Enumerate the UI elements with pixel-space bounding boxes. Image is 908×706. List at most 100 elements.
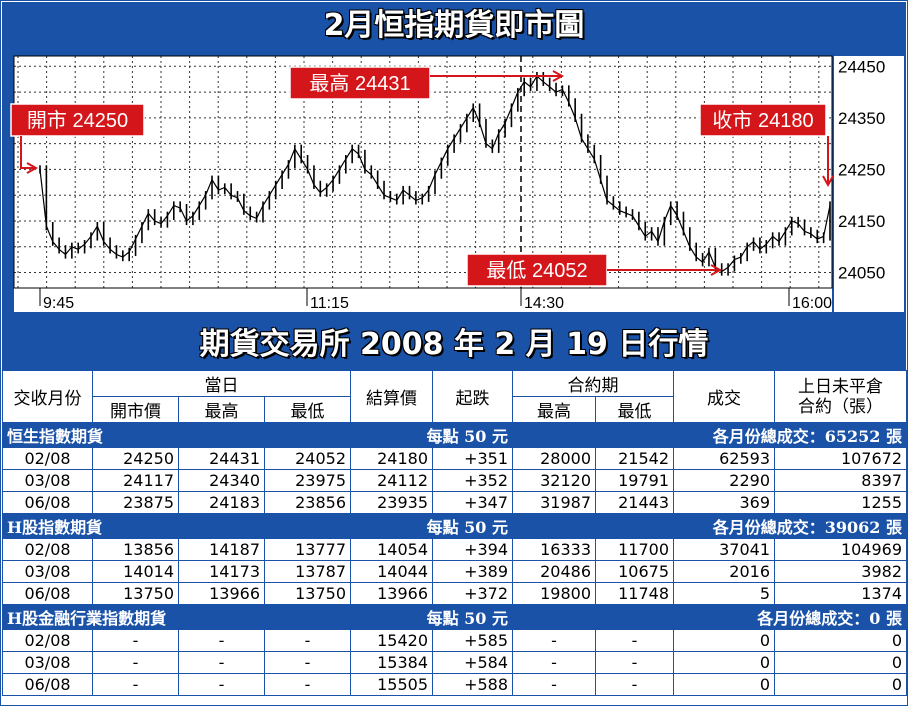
y-tick-label: 24150 [838,212,885,231]
value-cell: 13777 [263,538,352,561]
value-cell: 23935 [350,491,434,514]
value-cell: 0 [774,629,908,652]
value-cell: 14014 [92,560,179,583]
value-cell: - [595,629,675,652]
y-tick-label: 24250 [838,160,885,179]
callout-high-arrow [430,70,565,82]
callout-open-arrow [20,136,39,174]
section-name: 恒生指數期貨 [1,422,352,448]
value-cell: 13966 [178,582,265,605]
value-cell: - [263,673,352,696]
chart-title: 2月恒指期貨即市圖 [2,2,906,50]
value-cell: 13966 [350,582,434,605]
value-cell: 8397 [774,469,908,492]
value-cell: +585 [432,629,514,652]
value-cell: 0 [673,673,776,696]
section-total-volume: 各月份總成交：65252 張 [512,422,908,448]
table-row: 02/08- - -15420 +585- -0 0 [2,629,908,652]
header-contract-high: 最高 [512,396,597,423]
callout-close-label: 收市 24180 [712,109,813,132]
value-cell: - [92,651,179,674]
value-cell: 14173 [178,560,265,583]
value-cell: 14044 [350,560,434,583]
value-cell: 19800 [512,582,597,605]
x-tick-label: 14:30 [524,295,564,312]
value-cell: 16333 [512,538,597,561]
value-cell: - [263,629,352,652]
value-cell: 15505 [350,673,434,696]
callout-open-label: 開市 24250 [27,109,128,132]
value-cell: 23856 [263,491,352,514]
value-cell: 14187 [178,538,265,561]
value-cell: 24250 [92,447,179,470]
value-cell: - [595,673,675,696]
header-contract-low: 最低 [595,396,675,423]
section-total-volume: 各月份總成交：0 張 [512,604,908,630]
value-cell: 24340 [178,469,265,492]
section-unit: 每點 50 元 [350,422,514,448]
value-cell: 0 [673,651,776,674]
header-high: 最高 [178,396,265,423]
header-change: 起跌 [432,370,514,423]
value-cell: 24183 [178,491,265,514]
header-open-interest: 上日未平倉 合約（張） [774,370,908,423]
value-cell: 32120 [512,469,597,492]
section-unit: 每點 50 元 [350,604,514,630]
table-row: 02/08 24250 24431 24052 24180 +351 28000 21542 6… [2,447,908,470]
x-tick-label: 16:00 [792,295,832,312]
header-open-interest-line1: 上日未平倉 [798,376,884,397]
value-cell: 62593 [673,447,776,470]
table-row: 03/08 14014 14173 13787 14044 +389 20486 10675 2… [2,560,908,583]
y-tick-label: 24050 [838,264,885,283]
value-cell: 19791 [595,469,675,492]
month-cell: 03/08 [2,469,93,492]
header-today: 當日 [91,370,352,397]
value-cell: 23875 [92,491,179,514]
value-cell: 1374 [774,582,908,605]
month-cell: 02/08 [2,447,93,470]
table-title: 期貨交易所 2008 年 2 月 19 日行情 [2,320,906,370]
value-cell: 1255 [774,491,908,514]
value-cell: 369 [673,491,776,514]
value-cell: 0 [673,629,776,652]
value-cell: +394 [432,538,514,561]
value-cell: 13856 [92,538,179,561]
value-cell: 13750 [263,582,352,605]
y-axis-strip [834,56,904,312]
value-cell: - [178,651,265,674]
callout-close-box [699,103,827,137]
header-delivery-month: 交收月份 [2,370,93,423]
value-cell: 10675 [595,560,675,583]
month-cell: 06/08 [2,673,93,696]
callout-low-arrow [607,264,723,276]
table-row: 03/08- - -15384 +584- -0 0 [2,651,908,674]
value-cell: 0 [774,673,908,696]
table-row: 06/08 23875 24183 23856 23935 +347 31987 21443 3… [2,491,908,514]
value-cell: 107672 [774,447,908,470]
value-cell: 20486 [512,560,597,583]
value-cell: 11700 [595,538,675,561]
table-row: 03/08 24117 24340 23975 24112 +352 32120 19791 2… [2,469,908,492]
value-cell: 24431 [178,447,265,470]
value-cell: +352 [432,469,514,492]
callout-low-label: 最低 24052 [486,259,587,282]
x-tick-label: 9:45 [43,295,74,312]
value-cell: - [512,629,597,652]
value-cell: - [263,651,352,674]
section-header: 恒生指數期貨 每點 50 元各月份總成交：65252 張 [1,422,908,448]
section-header: H股指數期貨 每點 50 元各月份總成交：39062 張 [1,513,908,539]
value-cell: +347 [432,491,514,514]
header-volume: 成交 [673,370,776,423]
value-cell: 31987 [512,491,597,514]
section-name: H股指數期貨 [1,513,352,539]
value-cell: 11748 [595,582,675,605]
y-tick-label: 24350 [838,109,885,128]
section-header: H股金融行業指數期貨 每點 50 元各月份總成交：0 張 [1,604,908,630]
y-tick-label: 24450 [838,57,885,76]
header-contract-period: 合約期 [512,370,675,397]
value-cell: - [512,651,597,674]
value-cell: 0 [774,651,908,674]
x-tick-label: 11:15 [310,295,349,312]
value-cell: 24117 [92,469,179,492]
table-row: 02/08 13856 14187 13777 14054 +394 16333 11700 3… [2,538,908,561]
